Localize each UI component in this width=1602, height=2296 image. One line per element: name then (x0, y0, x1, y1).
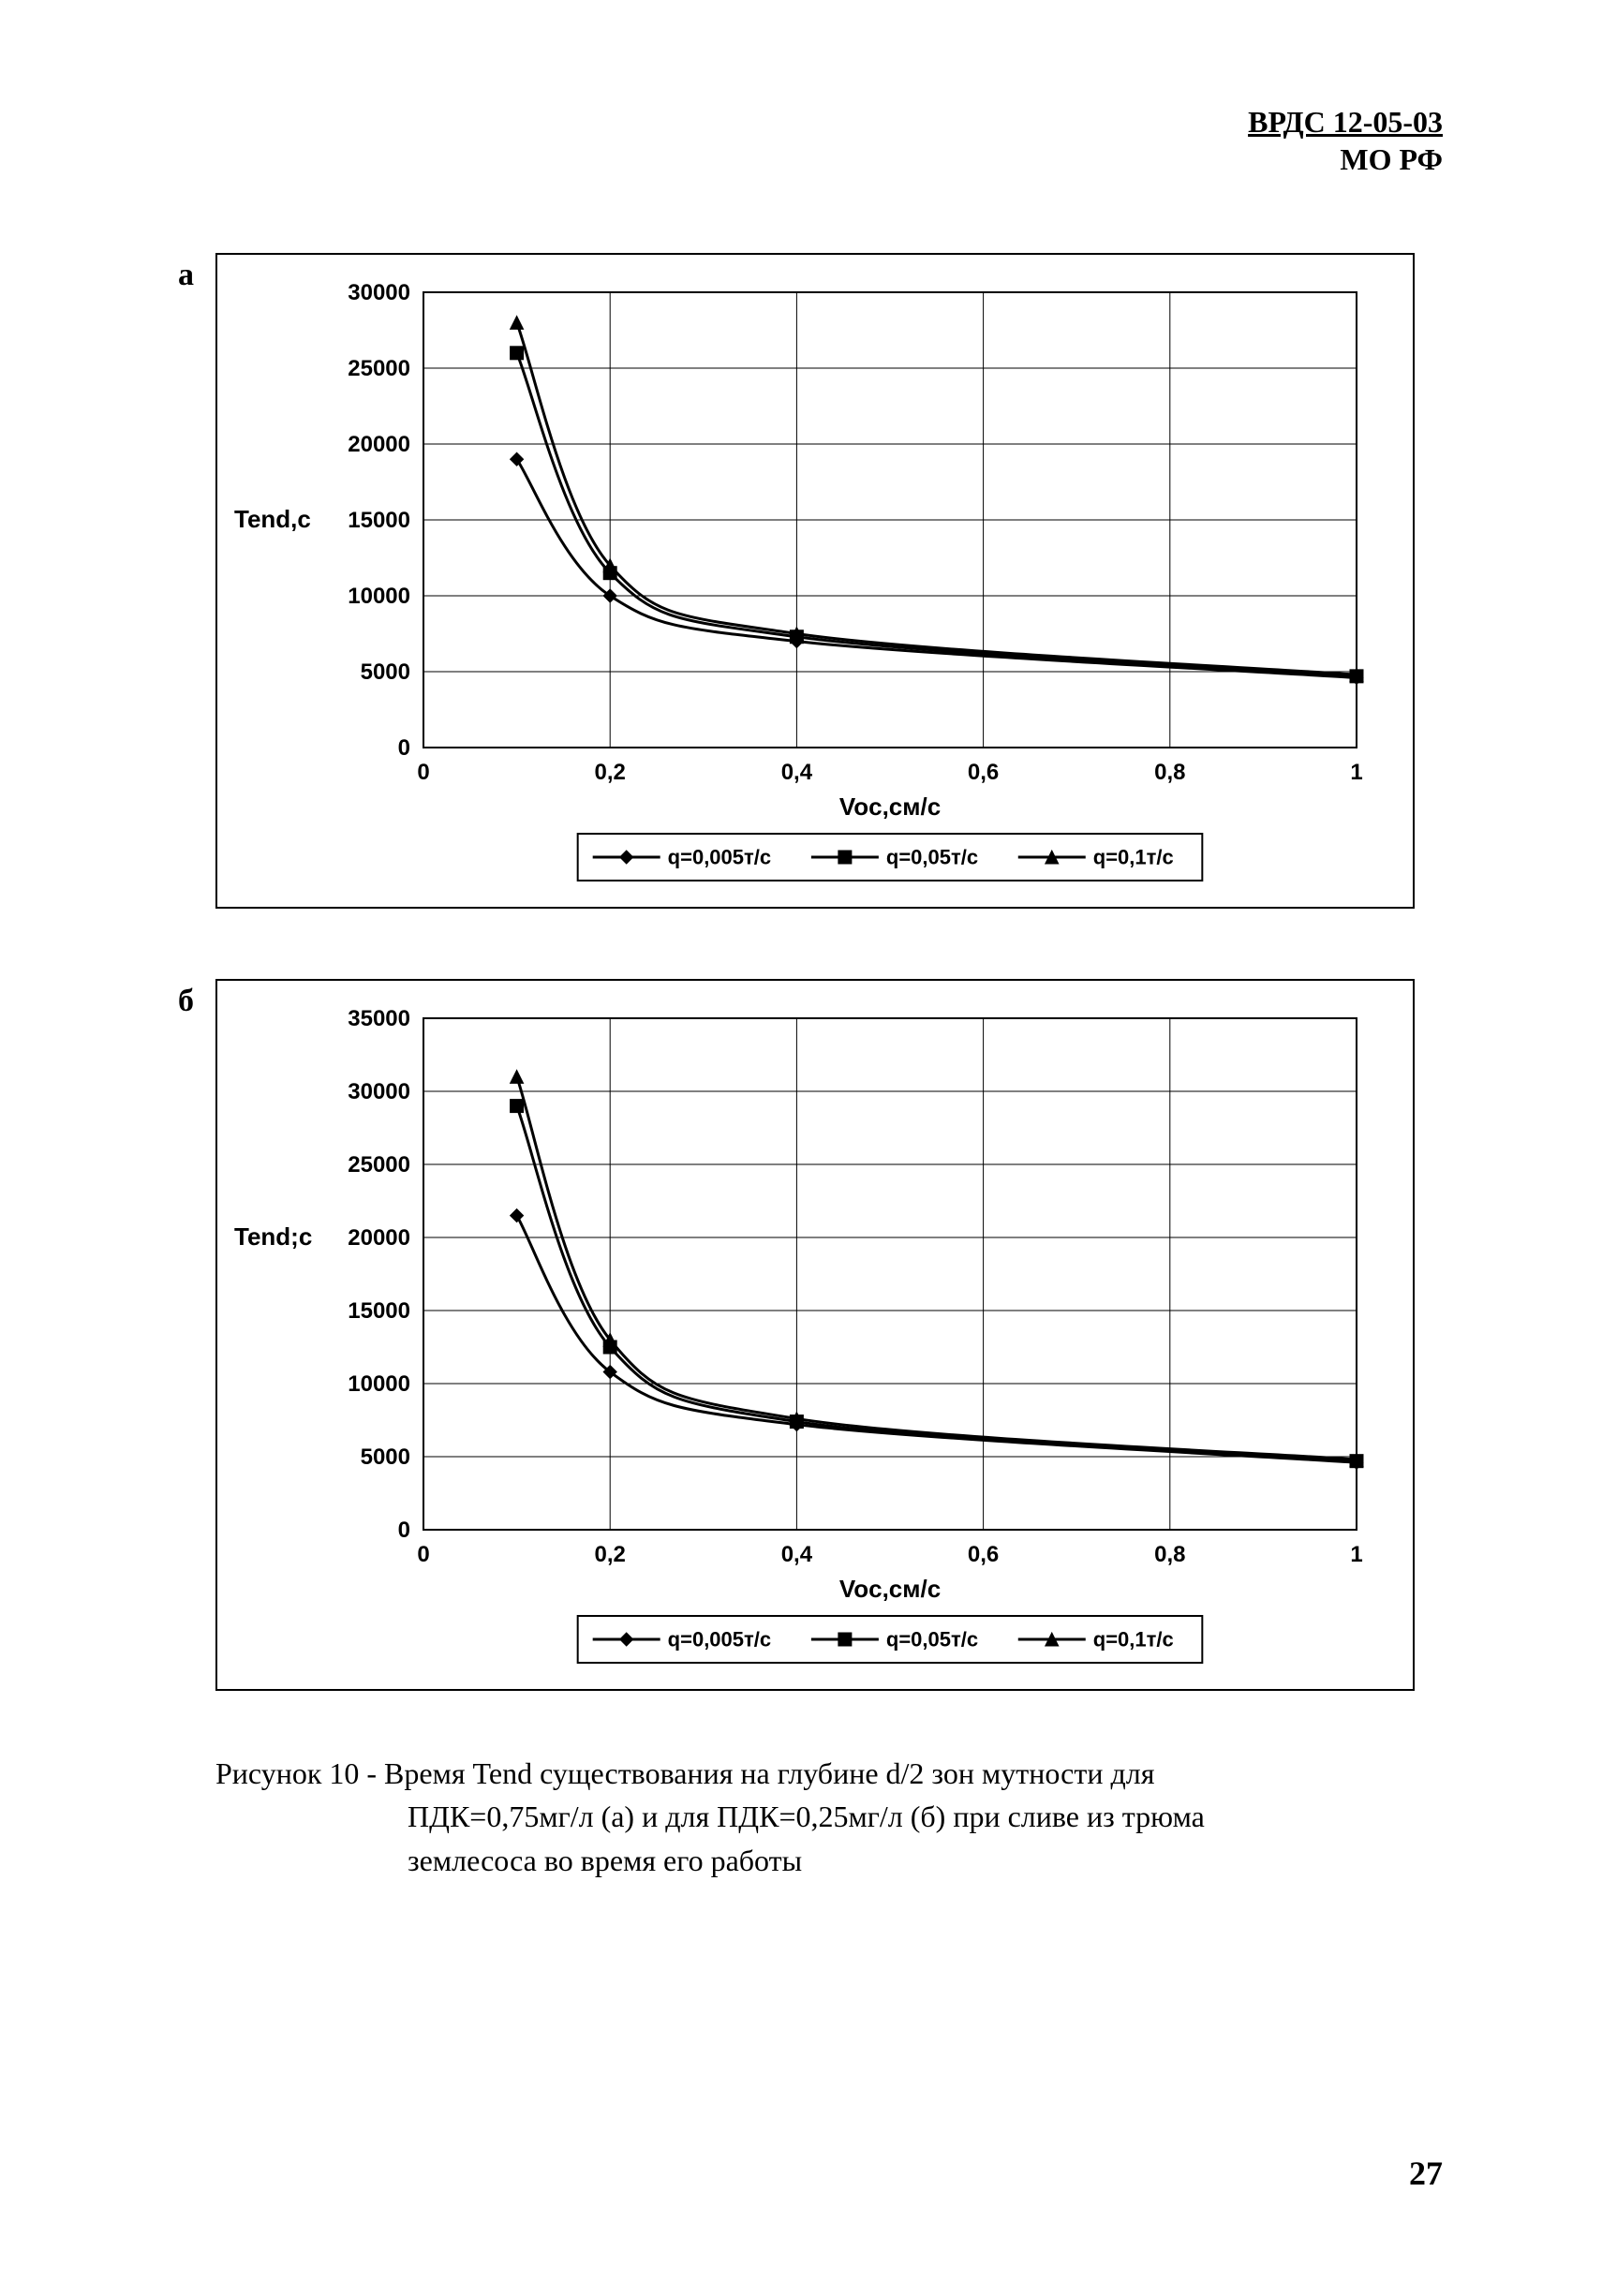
x-tick-label: 0,4 (781, 760, 813, 785)
caption-line3: землесоса во время его работы (408, 1844, 802, 1877)
doc-code: ВРДС 12-05-03 (1248, 103, 1443, 141)
panel-b-label: б (178, 984, 194, 1019)
x-tick-label: 0,4 (781, 1542, 813, 1567)
x-tick-label: 0,8 (1154, 760, 1185, 785)
y-tick-label: 30000 (348, 1079, 410, 1104)
legend-item-label: q=0,05т/с (886, 1628, 978, 1652)
x-tick-label: 0,2 (595, 760, 626, 785)
x-tick-label: 0,8 (1154, 1542, 1185, 1567)
figure-caption: Рисунок 10 - Время Tend существования на… (215, 1752, 1415, 1882)
caption-prefix: Рисунок 10 - (215, 1756, 384, 1790)
y-tick-label: 20000 (348, 432, 410, 457)
caption-line1: Время Tend существования на глубине d/2 … (384, 1756, 1154, 1790)
doc-org: МО РФ (1248, 141, 1443, 178)
x-tick-label: 0,6 (968, 1542, 999, 1567)
chart-b: 0 0,2 0,4 0,6 0,8 1 0 5000 10000 15000 20000 25000 3… (217, 981, 1413, 1689)
y-tick-label: 10000 (348, 584, 410, 609)
legend-item-label: q=0,1т/с (1093, 1628, 1174, 1652)
y-tick-label: 0 (398, 735, 410, 761)
legend-item-label: q=0,005т/с (668, 1628, 771, 1652)
chart-a-frame: 0 0,2 0,4 0,6 0,8 1 0 5000 10000 15000 20000 25000 3… (215, 253, 1415, 909)
y-tick-label: 10000 (348, 1371, 410, 1397)
x-axis-label: Voc,см/с (839, 792, 941, 821)
x-tick-label: 0 (417, 760, 429, 785)
y-tick-label: 0 (398, 1518, 410, 1543)
y-tick-label: 5000 (361, 1444, 410, 1470)
page-number: 27 (1409, 2154, 1443, 2193)
chart-a: 0 0,2 0,4 0,6 0,8 1 0 5000 10000 15000 20000 25000 3… (217, 255, 1413, 907)
y-tick-label: 15000 (348, 508, 410, 533)
x-tick-label: 1 (1350, 760, 1362, 785)
document-header: ВРДС 12-05-03 МО РФ (1248, 103, 1443, 178)
y-axis-label: Tend,c (234, 505, 311, 533)
page: ВРДС 12-05-03 МО РФ а 0 0,2 0,4 0,6 0,8 1 0 500… (0, 0, 1602, 2296)
caption-line2: ПДК=0,75мг/л (а) и для ПДК=0,25мг/л (б) … (408, 1800, 1205, 1833)
y-tick-label: 25000 (348, 356, 410, 381)
legend-item-label: q=0,005т/с (668, 846, 771, 869)
x-axis-label: Voc,см/с (839, 1575, 941, 1603)
y-tick-label: 35000 (348, 1006, 410, 1031)
y-tick-label: 20000 (348, 1225, 410, 1251)
x-tick-label: 1 (1350, 1542, 1362, 1567)
x-tick-label: 0,2 (595, 1542, 626, 1567)
y-tick-label: 25000 (348, 1152, 410, 1178)
legend-item-label: q=0,1т/с (1093, 846, 1174, 869)
y-tick-label: 15000 (348, 1298, 410, 1324)
y-tick-label: 5000 (361, 659, 410, 685)
chart-b-frame: 0 0,2 0,4 0,6 0,8 1 0 5000 10000 15000 20000 25000 3… (215, 979, 1415, 1691)
y-tick-label: 30000 (348, 280, 410, 305)
x-tick-label: 0 (417, 1542, 429, 1567)
legend-item-label: q=0,05т/с (886, 846, 978, 869)
y-axis-label: Tend;c (234, 1222, 312, 1251)
panel-a-label: а (178, 258, 194, 293)
x-tick-label: 0,6 (968, 760, 999, 785)
